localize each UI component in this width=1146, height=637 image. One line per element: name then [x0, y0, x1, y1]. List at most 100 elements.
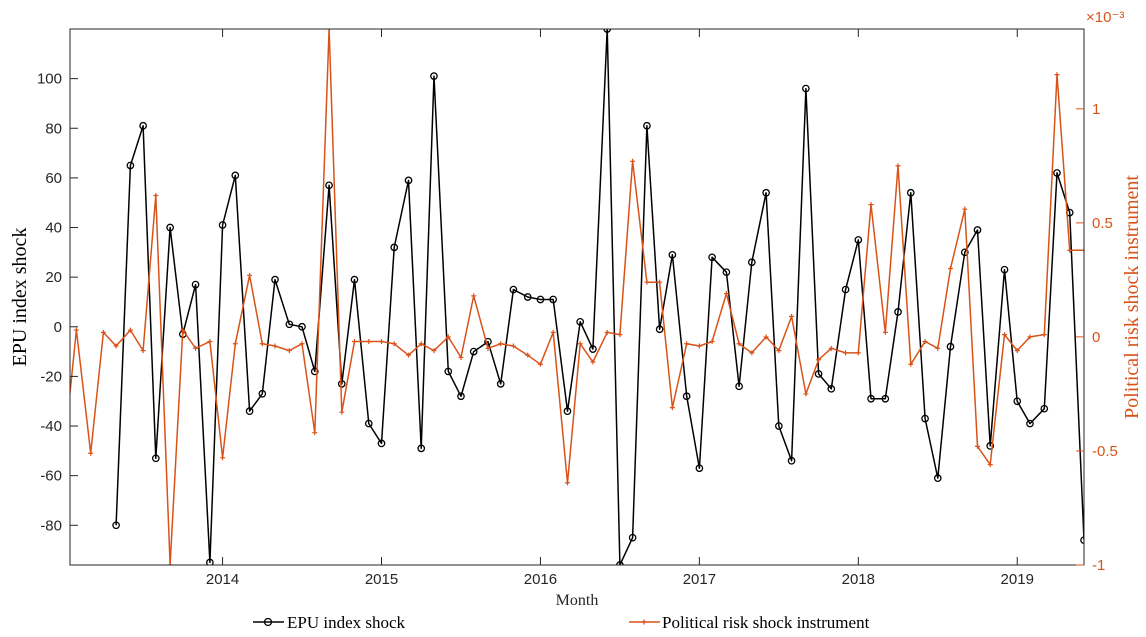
data-point-instrument [843, 350, 849, 356]
data-point-epu [1040, 404, 1049, 413]
data-point-epu [787, 456, 796, 465]
data-point-instrument [485, 345, 491, 351]
data-point-epu [285, 320, 294, 329]
data-point-epu [814, 370, 823, 378]
data-point-instrument [272, 343, 278, 349]
data-point-epu [735, 382, 743, 391]
y-left-tick-label: -20 [40, 368, 62, 385]
data-point-epu [973, 226, 982, 234]
data-point-instrument [406, 352, 412, 358]
data-point-epu [258, 389, 267, 398]
data-point-instrument [696, 343, 702, 349]
data-point-instrument [286, 348, 292, 354]
data-point-instrument [366, 338, 372, 344]
data-point-epu [151, 454, 160, 463]
data-point-epu [271, 275, 279, 284]
data-point-epu [628, 533, 637, 542]
x-tick-label: 2017 [683, 571, 716, 588]
y-left-tick-label: 60 [45, 170, 62, 187]
legend-item-instrument[interactable]: Political risk shock instrument [629, 613, 870, 632]
data-point-epu [364, 419, 373, 428]
y-left-tick-label: 80 [45, 120, 62, 137]
data-point-epu [960, 248, 969, 257]
data-point-epu [496, 380, 505, 388]
data-point-epu [708, 253, 716, 262]
data-point-instrument [391, 341, 397, 347]
data-point-epu [603, 29, 612, 33]
data-point-epu [444, 367, 453, 376]
data-point-epu [523, 293, 532, 301]
y-left-tick-label: 100 [37, 71, 62, 88]
legend-item-epu[interactable]: EPU index shock [253, 613, 406, 632]
data-point-instrument [1027, 334, 1033, 340]
data-point-instrument [1081, 247, 1084, 253]
data-point-instrument [1002, 332, 1008, 338]
data-point-instrument [947, 265, 953, 271]
y-right-tick-label: 0.5 [1092, 215, 1113, 232]
data-point-epu [655, 325, 664, 334]
data-point-epu [881, 394, 890, 403]
data-point-instrument [1067, 247, 1073, 253]
data-point-instrument [828, 345, 834, 351]
data-point-instrument [1014, 348, 1020, 354]
y-axis-title-left: EPU index shock [9, 228, 31, 367]
data-point-instrument [259, 341, 265, 347]
data-point-instrument [895, 163, 901, 169]
y-left-tick-label: -80 [40, 517, 62, 534]
data-point-epu [404, 176, 413, 185]
data-point-epu [1000, 265, 1009, 274]
data-point-instrument [855, 350, 861, 356]
data-point-instrument [247, 272, 253, 278]
data-point-epu [377, 439, 386, 448]
legend: EPU index shock Political risk shock ins… [253, 613, 870, 632]
x-tick-label: 2015 [365, 571, 398, 588]
data-point-epu [1053, 169, 1061, 177]
data-point-instrument [882, 329, 888, 335]
data-point-instrument [935, 345, 941, 351]
x-tick-label: 2018 [842, 571, 875, 588]
data-point-instrument [1041, 332, 1047, 338]
data-point-instrument [803, 391, 809, 397]
data-point-instrument [987, 462, 993, 468]
y-left-tick-label: -60 [40, 468, 62, 485]
data-point-epu [390, 243, 399, 252]
data-point-instrument [193, 345, 199, 351]
data-point-instrument [590, 359, 596, 365]
y-right-tick-label: 1 [1092, 101, 1100, 118]
data-point-epu [682, 392, 691, 401]
data-point-instrument [776, 348, 782, 354]
data-point-epu [139, 121, 147, 130]
data-point-instrument [207, 338, 213, 344]
data-point-instrument [657, 279, 663, 285]
data-point-instrument [458, 354, 464, 360]
data-point-epu [325, 181, 333, 190]
data-point-instrument [669, 405, 675, 411]
data-point-epu [231, 171, 240, 180]
data-point-instrument [868, 202, 874, 208]
data-point-epu [310, 367, 319, 376]
data-point-instrument [749, 350, 755, 356]
data-point-epu [126, 161, 135, 170]
data-point-epu [206, 558, 214, 565]
x-tick-label: 2014 [206, 571, 239, 588]
legend-label-epu: EPU index shock [287, 613, 406, 632]
y-left-tick-label: -40 [40, 418, 62, 435]
data-point-instrument [789, 313, 795, 319]
data-point-instrument [73, 327, 79, 333]
data-point-instrument [61, 453, 66, 458]
y-left-tick-label: 40 [45, 220, 62, 237]
x-tick-label: 2019 [1001, 571, 1034, 588]
data-point-epu [191, 280, 200, 289]
data-point-instrument [326, 29, 332, 32]
x-tick-label: 2016 [524, 571, 557, 588]
data-point-epu [430, 72, 438, 80]
data-point-instrument [577, 341, 583, 347]
series-epu [112, 29, 1084, 565]
data-point-instrument [140, 348, 146, 354]
legend-marker-epu [263, 617, 273, 627]
x-axis-title: Month [556, 592, 599, 609]
data-point-epu [589, 345, 597, 353]
data-point-instrument [312, 430, 318, 436]
data-point-epu [747, 258, 756, 267]
